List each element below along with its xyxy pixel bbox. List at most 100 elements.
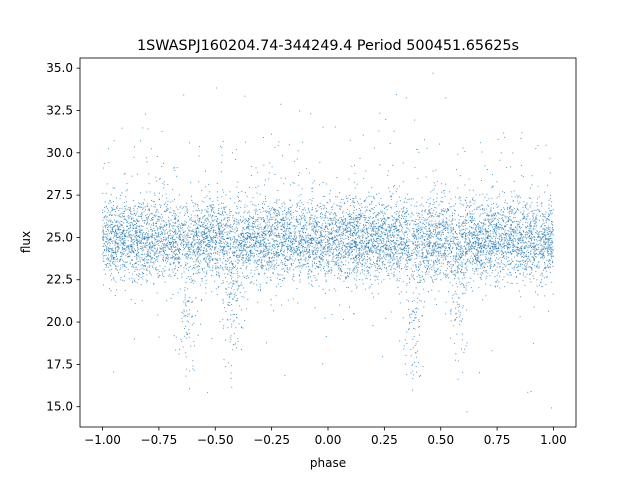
data-point <box>259 227 261 229</box>
data-point <box>300 221 302 223</box>
data-point <box>315 231 317 233</box>
data-point <box>432 253 434 255</box>
data-point <box>431 245 433 247</box>
data-point <box>147 266 149 268</box>
data-point <box>271 248 273 250</box>
data-point <box>537 231 538 233</box>
data-point <box>215 265 217 267</box>
data-point <box>398 235 400 237</box>
data-point <box>483 223 485 225</box>
data-point <box>157 218 159 220</box>
data-point <box>177 258 179 260</box>
data-point <box>158 220 160 222</box>
data-point <box>436 261 438 263</box>
data-point <box>242 232 244 234</box>
data-point <box>203 242 205 244</box>
data-point <box>361 229 363 231</box>
data-point <box>211 226 213 228</box>
data-point <box>270 279 272 281</box>
data-point <box>163 243 165 245</box>
data-point <box>303 238 305 240</box>
data-point <box>249 186 250 188</box>
data-point <box>190 282 192 283</box>
data-point <box>198 253 200 255</box>
data-point <box>286 218 288 220</box>
data-point <box>193 205 195 207</box>
data-point <box>405 197 406 199</box>
data-point <box>363 178 365 180</box>
data-point <box>445 270 447 271</box>
data-point <box>201 225 203 227</box>
data-point <box>210 211 212 213</box>
data-point <box>355 238 357 240</box>
data-point <box>254 255 256 257</box>
data-point <box>424 233 426 235</box>
data-point <box>350 235 352 236</box>
data-point <box>457 360 459 362</box>
data-point <box>326 241 328 243</box>
data-point <box>214 280 216 282</box>
data-point <box>262 217 264 218</box>
data-point <box>325 273 327 275</box>
data-point <box>276 241 278 242</box>
data-point <box>391 251 393 253</box>
data-point <box>331 223 333 225</box>
data-point <box>365 250 367 252</box>
data-point <box>252 236 254 238</box>
data-point <box>202 224 204 225</box>
data-point <box>245 141 247 143</box>
data-point <box>453 301 455 303</box>
data-point <box>490 255 492 257</box>
data-point <box>306 249 308 251</box>
data-point <box>436 193 438 195</box>
data-point <box>451 240 453 242</box>
data-point <box>426 271 427 273</box>
data-point <box>207 223 208 225</box>
data-point <box>189 237 190 238</box>
data-point <box>462 371 464 373</box>
data-point <box>401 239 402 240</box>
data-point <box>107 242 109 244</box>
data-point <box>446 222 448 224</box>
data-point <box>215 267 217 269</box>
data-point <box>473 213 475 215</box>
data-point <box>539 210 541 212</box>
data-point <box>292 241 294 243</box>
data-point <box>415 234 417 236</box>
data-point <box>278 254 280 256</box>
data-point <box>380 236 382 238</box>
data-point <box>551 248 553 250</box>
data-point <box>467 237 469 239</box>
data-point <box>540 254 542 256</box>
data-point <box>399 257 401 259</box>
data-point <box>338 259 340 261</box>
data-point <box>325 250 327 252</box>
data-point <box>461 282 463 284</box>
data-point <box>111 279 113 281</box>
data-point <box>180 222 182 224</box>
data-point <box>452 218 453 220</box>
data-point <box>353 212 355 214</box>
data-point <box>311 191 313 193</box>
data-point <box>263 241 265 243</box>
data-point <box>167 204 169 206</box>
data-point <box>280 252 282 254</box>
data-point <box>459 255 460 257</box>
data-point <box>274 254 276 256</box>
data-point <box>193 279 195 281</box>
data-point <box>285 230 287 232</box>
data-point <box>377 267 378 269</box>
data-point <box>550 205 552 207</box>
data-point <box>192 365 194 367</box>
data-point <box>293 238 294 240</box>
data-point <box>282 242 284 244</box>
data-point <box>226 252 228 254</box>
data-point <box>166 210 167 212</box>
data-point <box>521 233 523 235</box>
data-point <box>262 245 264 247</box>
data-point <box>172 230 174 232</box>
data-point <box>115 242 117 244</box>
data-point <box>510 282 512 284</box>
data-point <box>227 301 229 303</box>
data-point <box>127 229 129 231</box>
